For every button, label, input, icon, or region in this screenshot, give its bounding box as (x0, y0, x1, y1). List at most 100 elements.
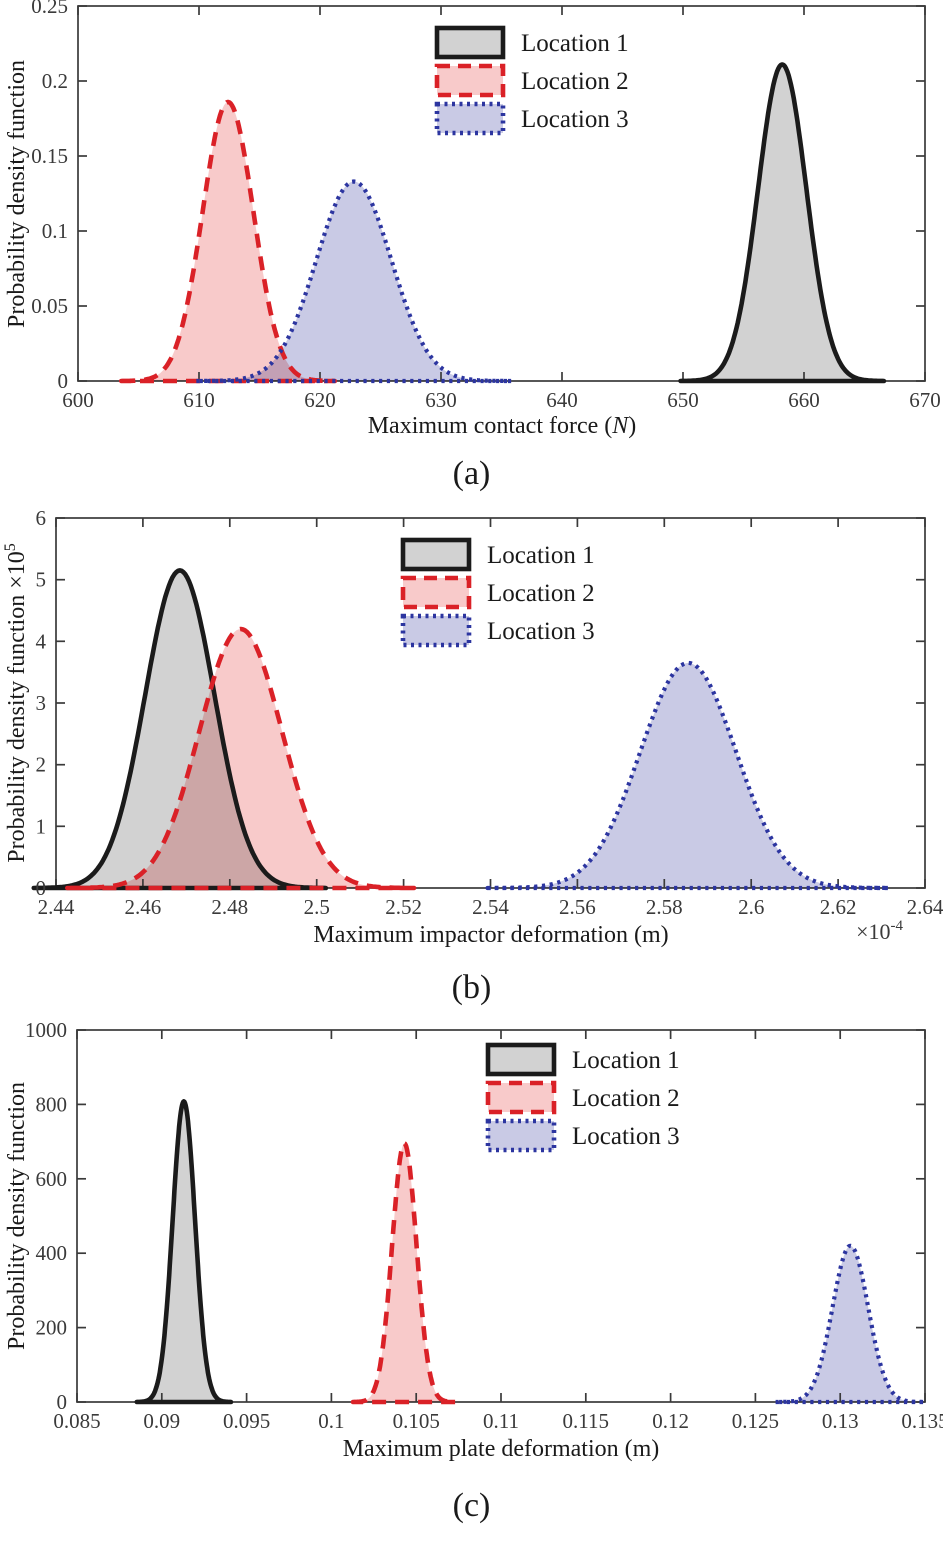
x-tick-label: 2.48 (211, 895, 248, 919)
y-tick-label: 0.05 (31, 294, 68, 318)
curve-location-2-fill (121, 102, 335, 381)
legend: Location 1 Location 2 Location 3 (400, 537, 595, 648)
legend-item-location-1: Location 1 (485, 1042, 680, 1077)
axis-ticks (55, 517, 926, 889)
subplot-b-chart: 2.44 2.46 2.48 2.5 2.52 2.54 2.56 2.58 2.6 2.62 2.… (0, 505, 943, 960)
chart-a-svg: 600 610 620 630 640 650 660 670 0 0.05 0.1 0.15 0.2 0… (4, 0, 941, 439)
y-tick-label: 0 (36, 876, 47, 900)
chart-c-svg: 0.085 0.09 0.095 0.1 0.105 0.11 0.115 0.12 0.125… (4, 1018, 943, 1462)
x-tick-label: 0.095 (223, 1409, 270, 1433)
legend-item-location-2: Location 2 (485, 1080, 680, 1115)
y-tick-label: 0 (58, 369, 69, 393)
curve-location-1-fill (680, 64, 884, 381)
legend-label: Location 2 (572, 1085, 680, 1112)
y-tick-label: 0 (57, 1390, 68, 1414)
x-tick-label: 630 (425, 388, 457, 412)
x-tick-label: 2.64 (907, 895, 943, 919)
x-tick-label: 620 (304, 388, 336, 412)
y-tick-label: 0.2 (42, 69, 68, 93)
legend-label: Location 2 (487, 580, 595, 607)
y-tick-label: 1 (36, 814, 47, 838)
y-tick-label: 800 (36, 1092, 68, 1116)
curve-location-2-fill (67, 629, 415, 888)
curve-location-2-fill (353, 1143, 456, 1402)
curve-location-1-line (678, 62, 887, 384)
x-tick-label: 2.5 (304, 895, 330, 919)
x-tick-label: 0.085 (53, 1409, 100, 1433)
x-tick-label: 2.54 (472, 895, 509, 919)
axis-ticks (76, 1029, 926, 1403)
x-tick-label: 0.13 (822, 1409, 859, 1433)
chart-b-svg: 2.44 2.46 2.48 2.5 2.52 2.54 2.56 2.58 2.6 2.62 2.… (2, 506, 943, 948)
x-tick-label: 0.1 (318, 1409, 344, 1433)
x-tick-label: 0.105 (393, 1409, 440, 1433)
x-tick-label: 2.46 (125, 895, 162, 919)
curve-location-2-line (119, 99, 338, 384)
curve-location-3-line (773, 1243, 928, 1405)
legend-item-location-3: Location 3 (434, 101, 629, 136)
x-tick-label: 640 (546, 388, 578, 412)
y-tick-label: 4 (36, 629, 47, 653)
x-axis-offset-label: ×10-4 (856, 918, 903, 944)
legend-label: Location 3 (521, 106, 629, 133)
x-tick-label: 610 (183, 388, 215, 412)
subplot-c: 0.085 0.09 0.095 0.1 0.105 0.11 0.115 0.12 0.125… (0, 1010, 943, 1541)
legend-swatch (434, 101, 506, 136)
y-tick-label: 0.15 (31, 144, 68, 168)
legend-label: Location 1 (487, 542, 595, 569)
legend-label: Location 1 (521, 30, 629, 57)
y-axis-label: Probability density function ×105 (2, 543, 30, 863)
legend-item-location-1: Location 1 (434, 25, 629, 60)
legend-swatch (434, 63, 506, 98)
x-tick-label: 0.12 (652, 1409, 689, 1433)
x-tick-label: 2.56 (559, 895, 596, 919)
subplot-a: 600 610 620 630 640 650 660 670 0 0.05 0.1 0.15 0.2 0… (0, 0, 943, 505)
subplot-a-caption: (a) (452, 455, 491, 492)
legend-item-location-2: Location 2 (434, 63, 629, 98)
y-axis-label: Probability density function (4, 60, 30, 328)
y-tick-label: 3 (36, 691, 47, 715)
curve-location-1-line (31, 568, 329, 891)
subplot-a-chart: 600 610 620 630 640 650 660 670 0 0.05 0.1 0.15 0.2 0… (0, 0, 943, 450)
x-axis-label: Maximum plate deformation (m) (343, 1436, 660, 1462)
legend-swatch (400, 613, 472, 648)
x-tick-label: 2.44 (38, 895, 75, 919)
legend-item-location-3: Location 3 (400, 613, 595, 648)
legend-swatch (400, 537, 472, 572)
x-tick-label: 0.135 (901, 1409, 943, 1433)
curve-location-3-fill (487, 662, 889, 888)
legend-swatch (485, 1118, 557, 1153)
y-axis-label: Probability density function (4, 1082, 30, 1350)
legend-item-location-1: Location 1 (400, 537, 595, 572)
y-tick-label: 5 (36, 568, 47, 592)
y-tick-label: 200 (36, 1316, 68, 1340)
x-tick-label: 0.125 (732, 1409, 779, 1433)
subplot-b: 2.44 2.46 2.48 2.5 2.52 2.54 2.56 2.58 2.6 2.62 2.… (0, 505, 943, 1010)
x-tick-label: 650 (667, 388, 699, 412)
legend-swatch (485, 1080, 557, 1115)
y-tick-label: 0.1 (42, 219, 68, 243)
x-tick-label: 2.58 (646, 895, 683, 919)
curve-location-2-line (350, 1141, 458, 1405)
legend: Location 1 Location 2 Location 3 (434, 25, 629, 136)
x-tick-label: 0.09 (143, 1409, 180, 1433)
x-axis-label: Maximum impactor deformation (m) (313, 922, 668, 948)
x-tick-label: 2.52 (385, 895, 422, 919)
curve-location-1-line (134, 1099, 234, 1405)
y-tick-label: 400 (36, 1241, 68, 1265)
y-tick-label: 0.25 (31, 0, 68, 18)
subplot-b-caption: (b) (451, 969, 492, 1006)
x-tick-label: 2.6 (738, 895, 764, 919)
y-tick-label: 600 (36, 1167, 68, 1191)
legend-swatch (400, 575, 472, 610)
curve-location-3-line (194, 179, 514, 384)
curve-location-3-fill (196, 181, 512, 381)
y-tick-label: 6 (36, 506, 47, 530)
legend-swatch (434, 25, 506, 60)
legend: Location 1 Location 2 Location 3 (485, 1042, 680, 1153)
curve-location-1-fill (136, 1101, 231, 1402)
curve-location-1-fill (33, 570, 326, 888)
subplot-c-caption: (c) (452, 1487, 491, 1524)
curve-location-3-fill (775, 1245, 926, 1402)
